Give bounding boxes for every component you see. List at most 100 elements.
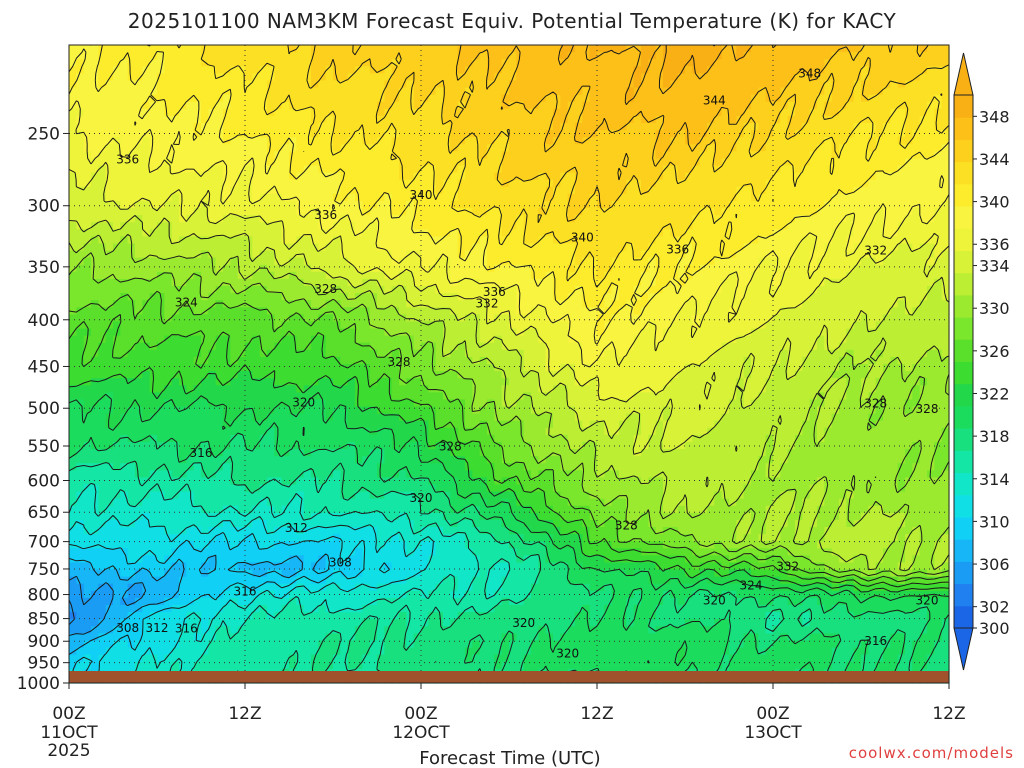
heatmap-cell	[472, 137, 481, 145]
heatmap-cell	[868, 73, 877, 82]
heatmap-cell	[179, 94, 187, 103]
heatmap-cell	[589, 229, 598, 237]
heatmap-cell	[171, 108, 180, 117]
heatmap-cell	[399, 80, 407, 89]
heatmap-cell	[582, 307, 591, 315]
heatmap-cell	[340, 300, 349, 308]
heatmap-cell	[237, 321, 246, 330]
heatmap-cell	[890, 165, 899, 174]
heatmap-cell	[846, 172, 855, 181]
heatmap-cell	[252, 243, 261, 252]
heatmap-cell	[773, 208, 781, 216]
heatmap-cell	[846, 328, 855, 337]
heatmap-cell	[377, 236, 385, 245]
heatmap-cell	[743, 59, 752, 67]
heatmap-cell	[897, 158, 906, 167]
heatmap-cell	[875, 115, 884, 124]
heatmap-cell	[105, 335, 114, 344]
heatmap-cell	[311, 165, 319, 174]
heatmap-cell	[809, 52, 818, 60]
heatmap-cell	[809, 222, 818, 230]
heatmap-cell	[487, 108, 495, 117]
heatmap-cell	[296, 236, 305, 245]
heatmap-cell	[538, 73, 547, 82]
heatmap-cell	[421, 115, 429, 124]
heatmap-cell	[135, 193, 143, 202]
heatmap-cell	[252, 101, 261, 110]
heatmap-cell	[941, 151, 950, 160]
heatmap-cell	[355, 243, 363, 252]
heatmap-cell	[179, 243, 187, 252]
heatmap-cell	[575, 130, 583, 138]
heatmap-cell	[347, 122, 356, 131]
heatmap-cell	[296, 193, 305, 202]
heatmap-cell	[707, 137, 715, 145]
heatmap-cell	[179, 115, 187, 124]
heatmap-cell	[707, 193, 715, 202]
heatmap-cell	[765, 300, 774, 308]
heatmap-cell	[655, 314, 664, 323]
heatmap-cell	[553, 130, 561, 138]
heatmap-cell	[809, 59, 818, 67]
heatmap-cell	[619, 101, 627, 110]
heatmap-cell	[802, 165, 811, 174]
heatmap-cell	[479, 66, 488, 74]
heatmap-cell	[685, 172, 693, 181]
heatmap-cell	[193, 179, 202, 188]
heatmap-cell	[303, 321, 312, 330]
heatmap-cell	[443, 328, 451, 337]
heatmap-cell	[875, 328, 884, 337]
heatmap-cell	[780, 200, 789, 209]
heatmap-cell	[245, 314, 253, 323]
heatmap-cell	[802, 144, 811, 152]
heatmap-cell	[531, 243, 539, 252]
heatmap-cell	[773, 293, 781, 301]
heatmap-cell	[472, 179, 481, 188]
heatmap-cell	[259, 293, 268, 301]
heatmap-cell	[824, 236, 833, 245]
heatmap-cell	[487, 179, 495, 188]
heatmap-cell	[215, 108, 224, 117]
heatmap-cell	[69, 257, 77, 266]
heatmap-cell	[501, 45, 510, 53]
heatmap-cell	[340, 137, 349, 145]
heatmap-cell	[142, 122, 151, 131]
heatmap-cell	[721, 186, 730, 195]
heatmap-cell	[142, 80, 151, 89]
heatmap-cell	[193, 80, 202, 89]
heatmap-cell	[802, 215, 811, 223]
heatmap-cell	[875, 271, 884, 280]
heatmap-cell	[861, 243, 869, 252]
heatmap-cell	[494, 186, 503, 195]
heatmap-cell	[391, 59, 400, 67]
heatmap-cell	[523, 144, 532, 152]
heatmap-cell	[443, 144, 451, 152]
heatmap-cell	[714, 278, 723, 287]
heatmap-cell	[289, 321, 297, 330]
heatmap-cell	[223, 144, 231, 152]
heatmap-cell	[289, 80, 297, 89]
heatmap-cell	[369, 87, 378, 96]
heatmap-cell	[171, 208, 180, 216]
heatmap-cell	[729, 130, 737, 138]
heatmap-cell	[399, 66, 407, 74]
heatmap-cell	[575, 293, 583, 301]
heatmap-cell	[633, 243, 642, 252]
heatmap-cell	[509, 122, 517, 131]
heatmap-cell	[861, 59, 869, 67]
heatmap-cell	[252, 293, 261, 301]
heatmap-cell	[494, 193, 503, 202]
heatmap-cell	[127, 165, 136, 174]
heatmap-cell	[545, 250, 554, 259]
heatmap-cell	[311, 229, 319, 237]
heatmap-cell	[780, 229, 789, 237]
heatmap-cell	[824, 271, 833, 280]
heatmap-cell	[252, 328, 261, 337]
heatmap-cell	[179, 286, 187, 294]
heatmap-cell	[98, 186, 107, 195]
heatmap-cell	[765, 144, 774, 152]
heatmap-cell	[237, 151, 246, 160]
heatmap-cell	[208, 179, 217, 188]
heatmap-cell	[758, 278, 767, 287]
heatmap-cell	[362, 94, 371, 103]
